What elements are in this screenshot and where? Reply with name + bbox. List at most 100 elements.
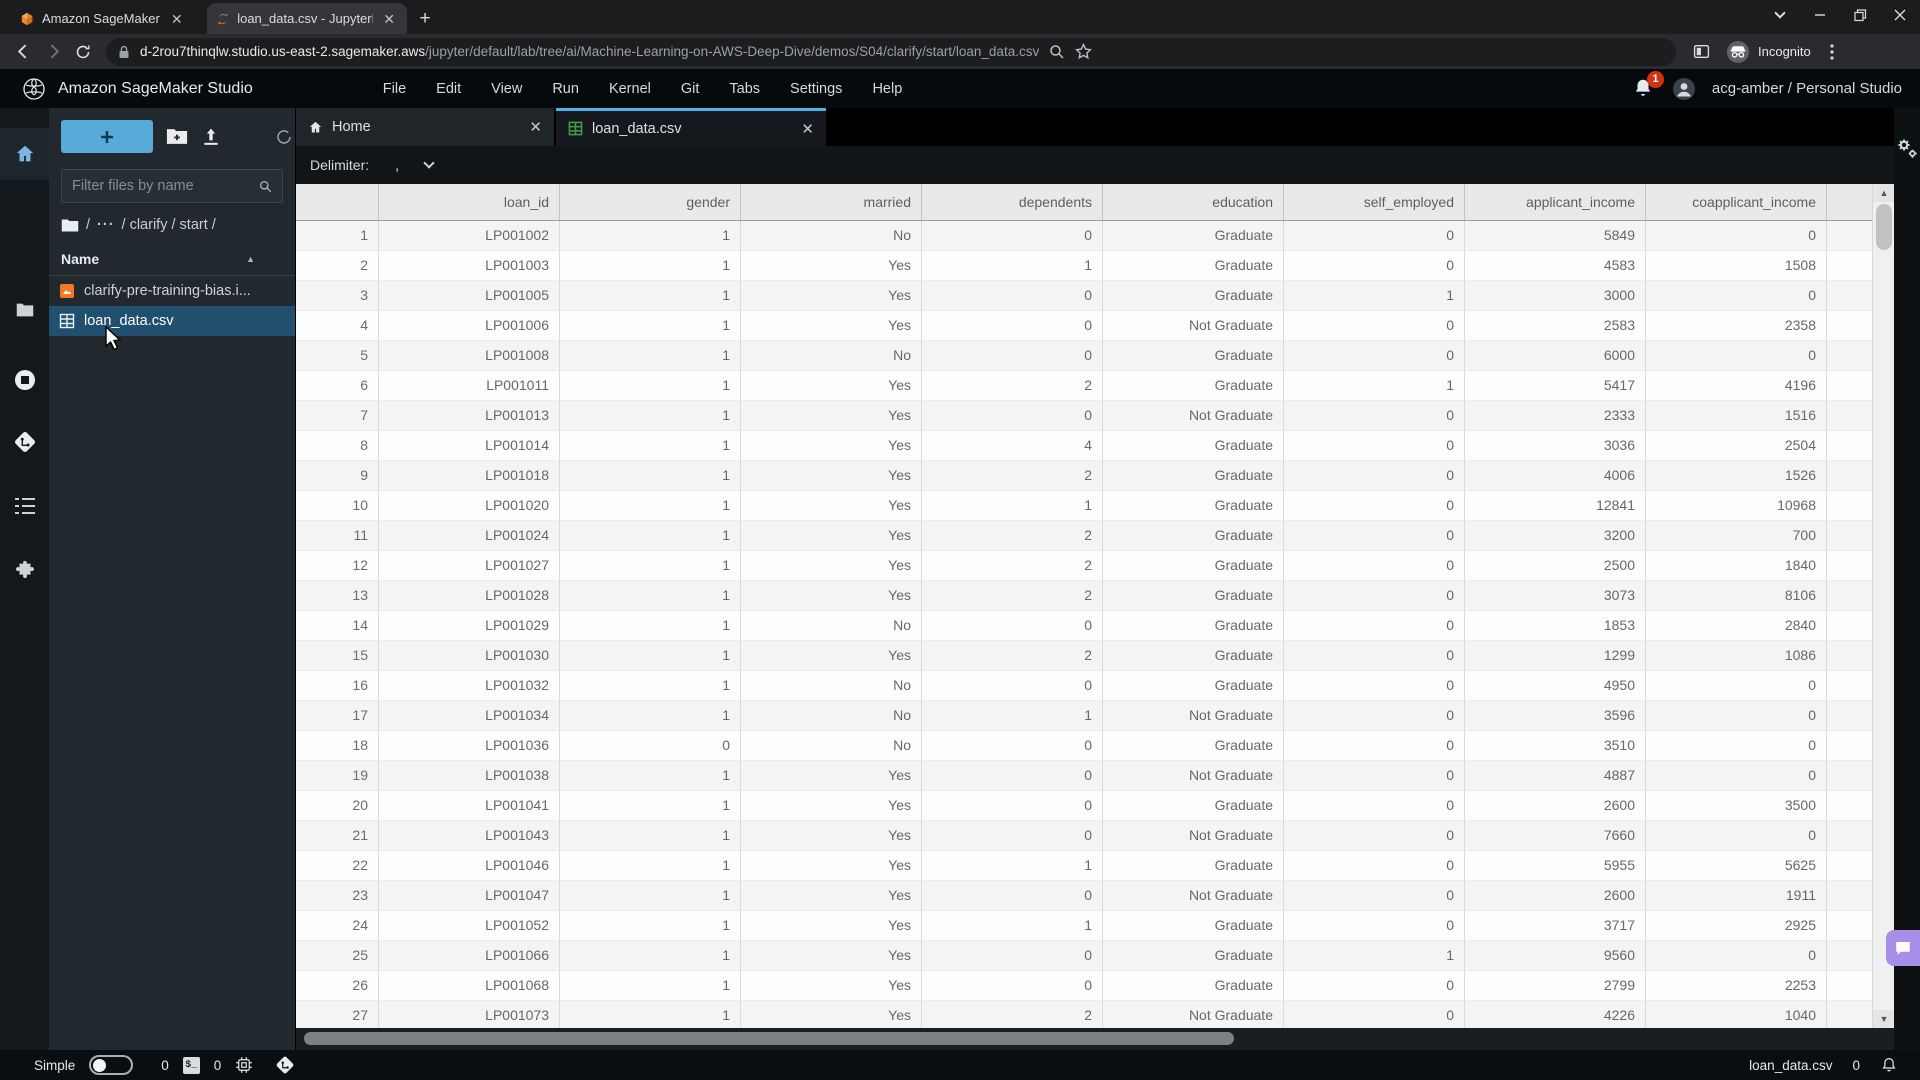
back-icon[interactable] [8, 37, 38, 67]
menu-view[interactable]: View [491, 80, 523, 97]
table-row[interactable]: 7 LP001013 1 Yes 0 Not Graduate 0 2333 1516 [296, 401, 1872, 431]
table-row[interactable]: 19 LP001038 1 Yes 0 Not Graduate 0 4887 0 [296, 761, 1872, 791]
table-row[interactable]: 10 LP001020 1 Yes 1 Graduate 0 12841 10968 [296, 491, 1872, 521]
bell-icon[interactable] [1880, 1056, 1898, 1074]
scroll-up-icon[interactable]: ▲ [1873, 184, 1895, 202]
menu-tabs[interactable]: Tabs [729, 80, 761, 97]
zoom-icon[interactable] [1049, 44, 1065, 60]
scroll-down-icon[interactable]: ▼ [1873, 1010, 1895, 1028]
table-row[interactable]: 17 LP001034 1 No 1 Not Graduate 0 3596 0 [296, 701, 1872, 731]
menu-file[interactable]: File [382, 80, 407, 97]
table-row[interactable]: 1 LP001002 1 No 0 Graduate 0 5849 0 [296, 221, 1872, 251]
kernel-chip-icon[interactable] [235, 1056, 253, 1074]
table-row[interactable]: 22 LP001046 1 Yes 1 Graduate 0 5955 5625 [296, 851, 1872, 881]
sidebar-item-running-kernels[interactable] [0, 354, 49, 406]
tab-home[interactable]: Home ✕ [296, 108, 554, 146]
table-row[interactable]: 21 LP001043 1 Yes 0 Not Graduate 0 7660 0 [296, 821, 1872, 851]
column-header-applicant_income[interactable]: applicant_income [1464, 184, 1645, 220]
user-avatar-icon[interactable] [1672, 77, 1696, 101]
settings-gears-icon[interactable] [1895, 136, 1919, 160]
git-status-icon[interactable] [275, 1055, 295, 1075]
column-header-coapplicant_income[interactable]: coapplicant_income [1645, 184, 1826, 220]
minimize-window-button[interactable] [1800, 0, 1840, 30]
column-header-gender[interactable]: gender [559, 184, 740, 220]
table-row[interactable]: 13 LP001028 1 Yes 2 Graduate 0 3073 8106 [296, 581, 1872, 611]
file-list-name-header[interactable]: Name ▲ [49, 243, 295, 276]
filter-files-input[interactable] [72, 178, 259, 194]
breadcrumb-path[interactable]: / clarify / start / [121, 217, 216, 233]
horizontal-scroll-thumb[interactable] [304, 1032, 1234, 1045]
new-folder-icon[interactable] [166, 127, 188, 146]
folder-icon[interactable] [61, 218, 79, 233]
tab-loan-data-csv[interactable]: loan_data.csv ✕ [556, 108, 826, 146]
chevron-down-icon[interactable] [423, 157, 435, 169]
new-tab-button[interactable]: + [419, 8, 431, 29]
filter-files-box[interactable] [61, 169, 283, 203]
horizontal-scrollbar[interactable] [296, 1028, 1894, 1050]
column-header-dependents[interactable]: dependents [921, 184, 1102, 220]
sidebar-item-home[interactable] [0, 128, 49, 180]
menu-run[interactable]: Run [552, 80, 579, 97]
table-row[interactable]: 12 LP001027 1 Yes 2 Graduate 0 2500 1840 [296, 551, 1872, 581]
table-row[interactable]: 23 LP001047 1 Yes 0 Not Graduate 0 2600 1911 [296, 881, 1872, 911]
browser-tab-jupyterlab[interactable]: loan_data.csv - JupyterLab ✕ [207, 3, 407, 34]
tab-search-chevron-icon[interactable] [1760, 0, 1800, 30]
table-row[interactable]: 8 LP001014 1 Yes 4 Graduate 0 3036 2504 [296, 431, 1872, 461]
split-screen-icon[interactable] [1686, 37, 1716, 67]
file-item-notebook[interactable]: clarify-pre-training-bias.i... [49, 276, 295, 306]
breadcrumb-root[interactable]: / [86, 217, 91, 233]
browser-tab-sagemaker[interactable]: Amazon SageMaker ✕ [10, 3, 208, 34]
table-row[interactable]: 5 LP001008 1 No 0 Graduate 0 6000 0 [296, 341, 1872, 371]
url-bar[interactable]: d-2rou7thinqlw.studio.us-east-2.sagemake… [106, 37, 1676, 66]
csv-data-grid[interactable]: loan_id gender married dependents education s… [296, 184, 1872, 1028]
user-label[interactable]: acg-amber / Personal Studio [1711, 80, 1902, 97]
refresh-icon[interactable] [68, 37, 98, 67]
column-header-self_employed[interactable]: self_employed [1283, 184, 1464, 220]
table-row[interactable]: 27 LP001073 1 Yes 2 Not Graduate 0 4226 1040 [296, 1001, 1872, 1028]
sidebar-item-table-of-contents[interactable] [0, 480, 49, 532]
column-header-loan_id[interactable]: loan_id [378, 184, 559, 220]
close-tab-icon[interactable]: ✕ [170, 10, 183, 27]
menu-help[interactable]: Help [872, 80, 903, 97]
table-row[interactable]: 4 LP001006 1 Yes 0 Not Graduate 0 2583 2358 [296, 311, 1872, 341]
column-header-married[interactable]: married [740, 184, 921, 220]
table-row[interactable]: 3 LP001005 1 Yes 0 Graduate 1 3000 0 [296, 281, 1872, 311]
browser-menu-kebab-icon[interactable] [1817, 37, 1847, 67]
forward-icon[interactable] [38, 37, 68, 67]
menu-edit[interactable]: Edit [436, 80, 462, 97]
restore-window-button[interactable] [1840, 0, 1880, 30]
file-item-csv[interactable]: loan_data.csv [49, 306, 295, 336]
table-row[interactable]: 11 LP001024 1 Yes 2 Graduate 0 3200 700 [296, 521, 1872, 551]
table-row[interactable]: 20 LP001041 1 Yes 0 Graduate 0 2600 3500 [296, 791, 1872, 821]
sidebar-item-file-browser[interactable] [0, 284, 49, 336]
breadcrumb-ellipsis[interactable]: ··· [97, 217, 115, 233]
bookmark-star-icon[interactable] [1075, 43, 1093, 60]
terminal-icon[interactable]: $_ [182, 1056, 200, 1074]
new-launcher-button[interactable] [61, 120, 153, 153]
table-row[interactable]: 14 LP001029 1 No 0 Graduate 0 1853 2840 [296, 611, 1872, 641]
refresh-files-icon[interactable] [275, 128, 293, 146]
table-row[interactable]: 24 LP001052 1 Yes 1 Graduate 0 3717 2925 [296, 911, 1872, 941]
table-row[interactable]: 9 LP001018 1 Yes 2 Graduate 0 4006 1526 [296, 461, 1872, 491]
menu-git[interactable]: Git [680, 80, 700, 97]
close-tab-icon[interactable]: ✕ [801, 120, 814, 138]
close-tab-icon[interactable]: ✕ [529, 119, 542, 136]
close-tab-icon[interactable]: ✕ [383, 10, 395, 27]
chat-widget-button[interactable] [1886, 930, 1920, 966]
menu-kernel[interactable]: Kernel [608, 80, 651, 97]
menu-settings[interactable]: Settings [790, 80, 843, 97]
table-row[interactable]: 15 LP001030 1 Yes 2 Graduate 0 1299 1086 [296, 641, 1872, 671]
sidebar-item-extensions[interactable] [0, 544, 49, 596]
table-row[interactable]: 25 LP001066 1 Yes 0 Graduate 1 9560 0 [296, 941, 1872, 971]
table-row[interactable]: 2 LP001003 1 Yes 1 Graduate 0 4583 1508 [296, 251, 1872, 281]
vertical-scrollbar[interactable]: ▲ ▼ [1872, 184, 1895, 1028]
table-row[interactable]: 6 LP001011 1 Yes 2 Graduate 1 5417 4196 [296, 371, 1872, 401]
upload-icon[interactable] [201, 127, 221, 147]
simple-mode-toggle[interactable] [89, 1055, 134, 1075]
vertical-scroll-thumb[interactable] [1876, 204, 1892, 250]
column-header-education[interactable]: education [1102, 184, 1283, 220]
close-window-button[interactable] [1880, 0, 1920, 30]
notifications-bell-icon[interactable]: 1 [1632, 70, 1664, 101]
sidebar-item-git[interactable] [0, 416, 49, 468]
table-row[interactable]: 26 LP001068 1 Yes 0 Graduate 0 2799 2253 [296, 971, 1872, 1001]
